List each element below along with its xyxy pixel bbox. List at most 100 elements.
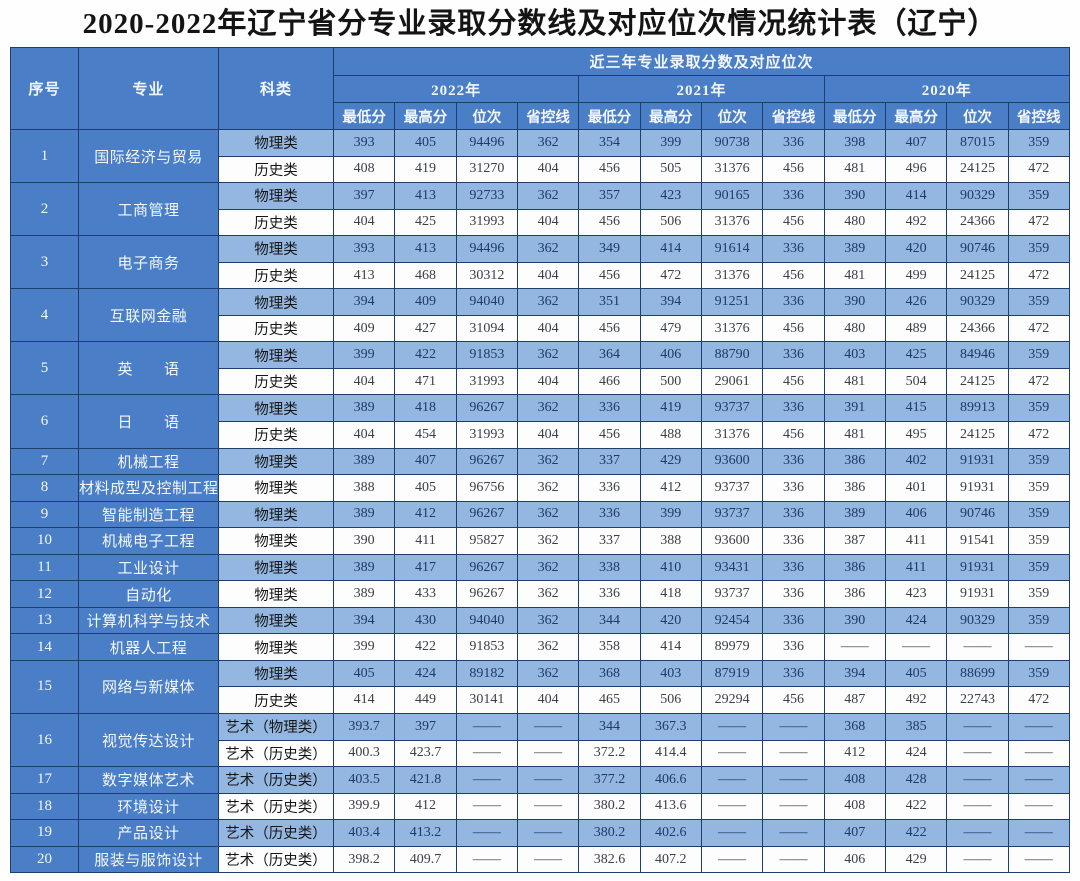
score-cell: 415 (884, 394, 948, 423)
row-seq: 13 (10, 606, 79, 635)
score-cell: 91614 (700, 235, 764, 263)
score-cell: —— (516, 792, 580, 821)
table-row: 9 智能制造工程 物理类 389 412 96267 362 336 399 93737 336 38… (10, 500, 1071, 529)
score-cell: 385 (884, 713, 948, 741)
table-row: 7 机械工程 物理类 389 407 96267 362 337 429 93600 336 386 4… (10, 447, 1071, 476)
score-cell: 404 (516, 686, 580, 715)
major-name: 智能制造工程 (78, 500, 219, 529)
score-cell: 422 (394, 633, 457, 661)
score-cell: 399 (332, 341, 396, 369)
score-cell: 94496 (455, 129, 518, 157)
score-cell: 362 (516, 129, 580, 157)
score-cell: 88699 (946, 659, 1009, 688)
score-cell: 499 (884, 261, 948, 290)
score-cell: 89979 (700, 633, 764, 661)
score-cell: 465 (578, 686, 641, 715)
score-cell: 31993 (455, 367, 518, 396)
score-cell: 411 (394, 527, 457, 555)
score-cell: 362 (516, 553, 580, 582)
score-cell: 357 (578, 182, 641, 210)
score-cell: —— (1007, 713, 1071, 741)
score-cell: 407 (884, 129, 948, 157)
table-row: 历史类 414 449 30141 404 465 506 29294 456 487 492 227… (11, 686, 1071, 715)
score-cell: 380.2 (578, 792, 641, 821)
score-cell: 90329 (946, 606, 1009, 635)
score-cell: 91853 (455, 341, 518, 369)
score-cell: 456 (578, 155, 641, 184)
score-cell: 419 (639, 394, 702, 423)
score-cell: 407.2 (639, 845, 702, 874)
score-cell: —— (762, 792, 825, 821)
score-cell: —— (455, 792, 518, 821)
score-cell: 336 (762, 341, 825, 369)
score-cell: 338 (578, 553, 641, 582)
subject-category: 物理类 (218, 447, 334, 476)
score-cell: 344 (578, 713, 641, 741)
score-cell: 389 (332, 553, 396, 582)
score-cell: 456 (762, 421, 825, 449)
score-cell: 472 (1007, 261, 1071, 290)
score-cell: 397 (332, 182, 396, 210)
subject-category: 艺术（历史类） (218, 819, 334, 847)
score-cell: —— (762, 766, 825, 794)
score-cell: 358 (578, 633, 641, 661)
table-row: 8 材料成型及控制工程 物理类 388 405 96756 362 336 412 93737 33… (10, 474, 1071, 502)
score-cell: 93431 (700, 553, 764, 582)
score-cell: —— (946, 845, 1009, 874)
score-cell: 430 (394, 606, 457, 635)
score-cell: 456 (578, 261, 641, 290)
score-cell: 24125 (946, 155, 1009, 184)
score-cell: —— (946, 633, 1009, 661)
score-cell: 404 (516, 314, 580, 343)
score-cell: 402.6 (639, 819, 702, 847)
major-name: 国际经济与贸易 (78, 128, 219, 184)
score-cell: 394 (639, 288, 702, 316)
row-seq: 6 (10, 394, 79, 449)
score-cell: 337 (578, 447, 641, 476)
score-cell: 481 (823, 261, 886, 290)
score-cell: 24125 (946, 261, 1009, 290)
score-cell: 359 (1007, 235, 1071, 263)
score-cell: 414 (639, 235, 702, 263)
score-cell: 481 (823, 155, 886, 184)
subject-category: 物理类 (218, 182, 334, 210)
score-cell: 337 (578, 527, 641, 555)
table-body: 1 国际经济与贸易 物理类 393 405 94496 362 354 399 90738 336 3… (10, 128, 1071, 874)
score-cell: 377.2 (578, 766, 641, 794)
subject-category: 历史类 (218, 208, 334, 237)
score-cell: 91541 (946, 527, 1009, 555)
row-seq: 4 (10, 288, 79, 343)
major-name: 材料成型及控制工程 (78, 474, 219, 502)
score-cell: 406 (639, 341, 702, 369)
major-name: 数字媒体艺术 (78, 766, 219, 794)
score-cell: 93600 (700, 527, 764, 555)
score-cell: 398.2 (332, 845, 396, 874)
score-cell: 24366 (946, 314, 1009, 343)
score-cell: 468 (394, 261, 457, 290)
major-name: 英 语 (78, 341, 219, 396)
score-cell: 390 (823, 288, 886, 316)
header-metric: 位次 (946, 102, 1009, 130)
score-cell: 359 (1007, 288, 1071, 316)
score-cell: 425 (884, 341, 948, 369)
score-cell: 31376 (700, 314, 764, 343)
score-cell: 29294 (700, 686, 764, 715)
score-cell: —— (1007, 819, 1071, 847)
score-cell: 456 (762, 367, 825, 396)
score-cell: 409 (332, 314, 396, 343)
score-cell: 94496 (455, 235, 518, 263)
score-cell: 429 (884, 845, 948, 874)
subject-category: 物理类 (218, 129, 334, 157)
score-cell: 359 (1007, 500, 1071, 529)
score-cell: 24366 (946, 208, 1009, 237)
score-cell: 359 (1007, 341, 1071, 369)
score-cell: 96267 (455, 553, 518, 582)
score-cell: 30141 (455, 686, 518, 715)
score-cell: —— (700, 792, 764, 821)
major-name: 日 语 (78, 394, 219, 449)
header-metric: 最高分 (639, 102, 702, 130)
score-cell: 412 (394, 792, 457, 821)
row-seq: 10 (10, 527, 79, 555)
score-cell: 399.9 (332, 792, 396, 821)
score-cell: 399 (639, 500, 702, 529)
